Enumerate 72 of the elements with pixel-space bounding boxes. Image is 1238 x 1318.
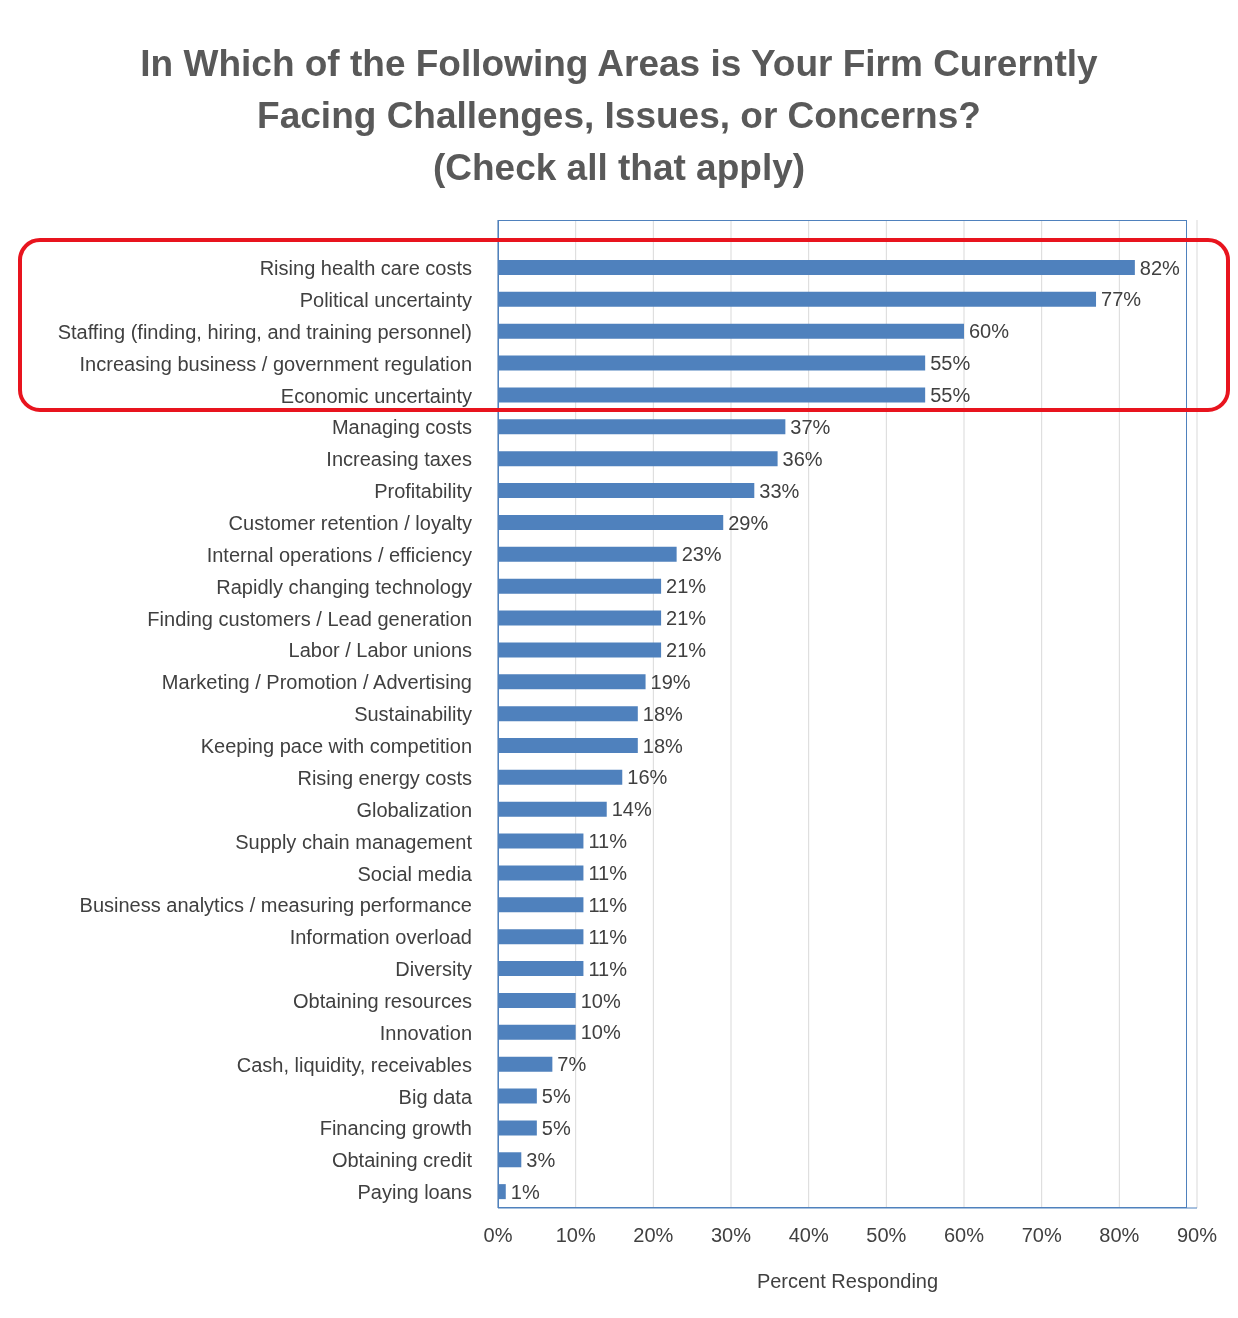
data-label: 55% xyxy=(930,352,971,375)
data-label: 77% xyxy=(1101,288,1142,311)
data-label: 29% xyxy=(728,511,769,534)
x-axis-title: Percent Responding xyxy=(756,1270,939,1292)
data-label: 19% xyxy=(650,670,691,693)
y-tick-label: Big data xyxy=(398,1085,473,1108)
y-tick-label: Staffing (finding, hiring, and training personnel) xyxy=(57,320,472,343)
y-tick-label: Cash, liquidity, receivables xyxy=(236,1053,472,1076)
y-tick-label: Managing costs xyxy=(331,416,472,439)
y-tick-label: Rapidly changing technology xyxy=(216,575,472,598)
y-tick-label: Supply chain management xyxy=(235,830,473,853)
y-tick-label: Customer retention / loyalty xyxy=(228,511,472,534)
data-label: 11% xyxy=(588,925,628,948)
x-tick-label: 70% xyxy=(1021,1224,1062,1247)
y-tick-label: Increasing taxes xyxy=(326,448,472,471)
y-tick-label: Diversity xyxy=(395,958,472,981)
data-label: 11% xyxy=(588,893,628,916)
data-label: 16% xyxy=(627,766,668,789)
y-tick-label: Innovation xyxy=(379,1021,472,1044)
y-tick-label: Obtaining resources xyxy=(293,989,472,1012)
data-label: 18% xyxy=(642,734,684,757)
y-tick-label: Profitability xyxy=(374,480,472,503)
y-tick-label: Marketing / Promotion / Advertising xyxy=(161,671,472,694)
x-tick-label: 0% xyxy=(483,1224,513,1247)
data-label: 5% xyxy=(541,1085,571,1108)
data-label: 18% xyxy=(642,702,684,725)
data-label: 10% xyxy=(580,1021,621,1044)
data-label: 11% xyxy=(588,830,628,853)
chart-title: In Which of the Following Areas is Your Firm Curerntly Facing Challenges, Issues, or Concerns? (Check all that apply) xyxy=(139,42,1099,190)
y-tick-label: Increasing business / government regulation xyxy=(79,352,472,375)
x-tick-label: 90% xyxy=(1176,1224,1218,1247)
data-label: 60% xyxy=(969,320,1010,343)
y-tick-label: Keeping pace with competition xyxy=(200,735,472,758)
y-tick-label: Obtaining credit xyxy=(331,1149,473,1172)
data-label: 33% xyxy=(759,479,800,502)
data-label: 82% xyxy=(1139,256,1181,279)
y-tick-label: Business analytics / measuring performance xyxy=(79,894,472,917)
x-tick-label: 20% xyxy=(633,1224,674,1247)
data-label: 7% xyxy=(557,1053,587,1076)
x-tick-label: 30% xyxy=(710,1224,752,1247)
y-tick-label: Finding customers / Lead generation xyxy=(147,607,472,630)
y-tick-label: Rising energy costs xyxy=(297,766,472,789)
y-tick-label: Financing growth xyxy=(319,1117,472,1140)
data-label: 1% xyxy=(510,1180,540,1203)
data-label: 21% xyxy=(666,575,707,598)
data-label: 10% xyxy=(580,989,621,1012)
y-tick-label: Economic uncertainty xyxy=(280,384,472,407)
x-tick-label: 40% xyxy=(788,1224,829,1247)
data-label: 55% xyxy=(930,384,971,407)
y-tick-label: Paying loans xyxy=(357,1181,472,1204)
y-tick-label: Internal operations / efficiency xyxy=(206,543,472,566)
y-tick-label: Social media xyxy=(357,862,473,885)
y-tick-label: Political uncertainty xyxy=(299,288,472,311)
data-label: 11% xyxy=(588,957,628,980)
x-tick-label: 80% xyxy=(1099,1224,1140,1247)
x-tick-label: 60% xyxy=(943,1224,985,1247)
data-label: 14% xyxy=(611,798,652,821)
y-tick-label: Globalization xyxy=(356,798,472,821)
y-tick-label: Sustainability xyxy=(354,703,472,726)
data-label: 5% xyxy=(541,1117,571,1139)
data-label: 37% xyxy=(790,415,831,438)
data-label: 21% xyxy=(666,639,707,661)
x-tick-label: 10% xyxy=(555,1224,596,1247)
data-label: 3% xyxy=(526,1148,556,1171)
y-tick-label: Labor / Labor unions xyxy=(288,639,472,662)
data-label: 21% xyxy=(666,607,707,630)
y-tick-label: Rising health care costs xyxy=(259,257,472,280)
x-tick-label: 50% xyxy=(866,1224,907,1247)
data-label: 11% xyxy=(588,862,628,885)
data-label: 23% xyxy=(681,543,722,566)
y-tick-label: Information overload xyxy=(289,926,472,949)
data-label: 36% xyxy=(782,447,823,470)
